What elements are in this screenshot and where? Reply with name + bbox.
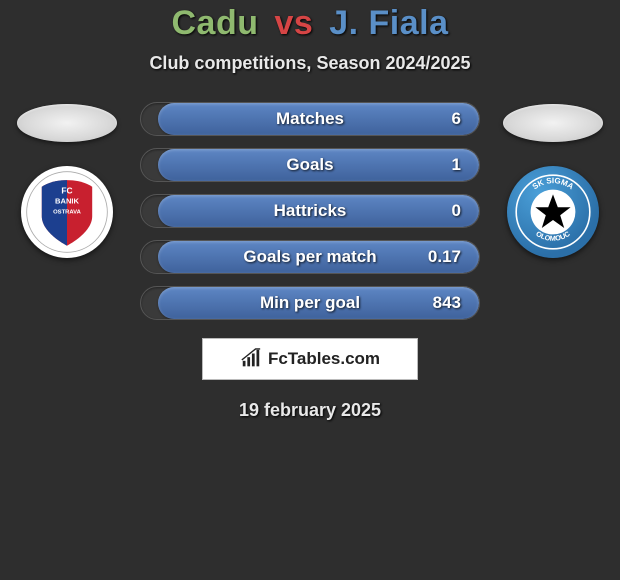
player2-club-badge: SK SIGMA OLOMOUC xyxy=(507,166,599,258)
svg-text:FC: FC xyxy=(61,186,72,196)
stats-area: BANIK OSTRAVA FC Matches 6 Goals 1 Hattr… xyxy=(0,102,620,320)
stat-value-right: 6 xyxy=(452,109,461,129)
stat-value-right: 0 xyxy=(452,201,461,221)
stat-value-right: 0.17 xyxy=(428,247,461,267)
stat-row-hattricks: Hattricks 0 xyxy=(140,194,480,228)
player1-avatar-placeholder xyxy=(17,104,117,142)
vs-separator: vs xyxy=(274,4,313,42)
stat-label: Matches xyxy=(276,109,344,129)
stat-value-right: 843 xyxy=(433,293,461,313)
stat-label: Goals xyxy=(286,155,333,175)
player2-avatar-placeholder xyxy=(503,104,603,142)
page-title: Cadu vs J. Fiala xyxy=(0,4,620,43)
comparison-widget: Cadu vs J. Fiala Club competitions, Seas… xyxy=(0,0,620,421)
right-player-col: SK SIGMA OLOMOUC xyxy=(498,102,608,258)
stat-label: Min per goal xyxy=(260,293,360,313)
stat-row-matches: Matches 6 xyxy=(140,102,480,136)
player1-club-badge: BANIK OSTRAVA FC xyxy=(21,166,113,258)
svg-text:BANIK: BANIK xyxy=(55,197,79,206)
stat-label: Goals per match xyxy=(243,247,376,267)
svg-text:OSTRAVA: OSTRAVA xyxy=(53,210,82,216)
player1-name: Cadu xyxy=(171,4,258,42)
date-line: 19 february 2025 xyxy=(0,400,620,421)
stats-column: Matches 6 Goals 1 Hattricks 0 Goals per … xyxy=(140,102,480,320)
bar-chart-icon xyxy=(240,348,262,370)
left-player-col: BANIK OSTRAVA FC xyxy=(12,102,122,258)
sigma-olomouc-badge-icon: SK SIGMA OLOMOUC xyxy=(513,172,593,252)
stat-row-min-per-goal: Min per goal 843 xyxy=(140,286,480,320)
subtitle: Club competitions, Season 2024/2025 xyxy=(0,53,620,74)
brand-link[interactable]: FcTables.com xyxy=(202,338,418,380)
stat-row-goals-per-match: Goals per match 0.17 xyxy=(140,240,480,274)
stat-row-goals: Goals 1 xyxy=(140,148,480,182)
brand-name: FcTables.com xyxy=(268,349,380,369)
player2-name: J. Fiala xyxy=(329,4,448,42)
banik-ostrava-badge-icon: BANIK OSTRAVA FC xyxy=(25,170,109,254)
stat-value-right: 1 xyxy=(452,155,461,175)
stat-label: Hattricks xyxy=(274,201,347,221)
